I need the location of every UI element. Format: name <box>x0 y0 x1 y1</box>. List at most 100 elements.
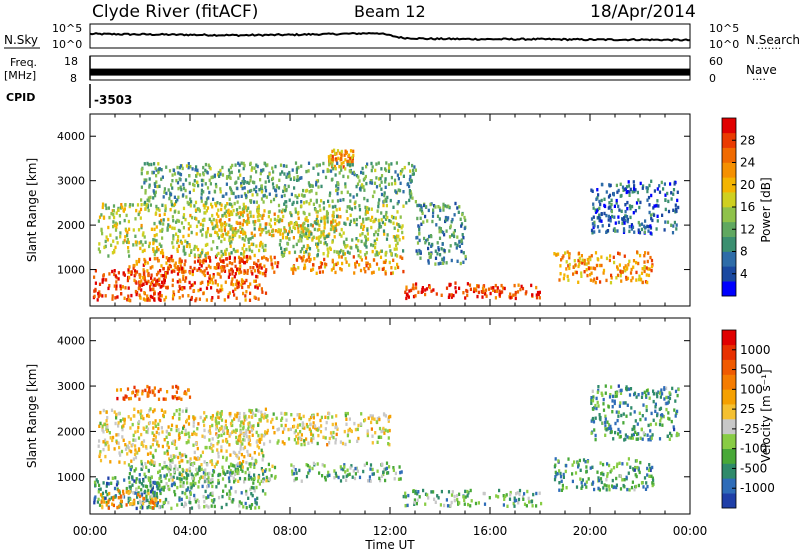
echo-cell <box>209 182 212 186</box>
echo-cell <box>168 196 171 201</box>
echo-cell <box>240 182 243 186</box>
echo-cell <box>114 274 117 278</box>
echo-cell <box>660 180 663 185</box>
echo-cell <box>140 500 143 504</box>
echo-cell <box>232 283 235 287</box>
echo-cell <box>111 251 114 255</box>
echo-cell <box>220 449 223 453</box>
echo-cell <box>318 204 321 208</box>
echo-cell <box>166 286 169 290</box>
echo-cell <box>153 252 156 257</box>
echo-cell <box>128 298 131 302</box>
echo-cell <box>388 219 391 223</box>
echo-cell <box>118 504 121 508</box>
echo-cell <box>174 454 177 459</box>
echo-cell <box>334 437 337 442</box>
echo-cell <box>184 501 187 505</box>
echo-cell <box>571 479 574 484</box>
echo-cell <box>318 270 322 274</box>
echo-cell <box>218 228 221 232</box>
echo-cell <box>146 161 149 166</box>
echo-cell <box>145 281 148 286</box>
echo-cell <box>249 443 252 447</box>
echo-cell <box>127 270 130 274</box>
echo-cell <box>166 226 169 230</box>
echo-cell <box>241 258 244 262</box>
echo-cell <box>225 257 228 261</box>
echo-cell <box>250 415 254 419</box>
echo-cell <box>620 279 623 283</box>
echo-cell <box>600 480 603 485</box>
echo-cell <box>194 500 197 504</box>
echo-cell <box>277 439 280 443</box>
echo-cell <box>159 387 162 392</box>
echo-cell <box>127 240 130 245</box>
echo-cell <box>652 389 655 393</box>
echo-cell <box>599 280 602 284</box>
echo-cell <box>233 293 236 297</box>
echo-cell <box>205 234 208 239</box>
echo-cell <box>144 240 147 244</box>
echo-cell <box>136 392 139 396</box>
echo-cell <box>630 267 633 272</box>
echo-cell <box>599 461 602 465</box>
power-y-tick-label: 4000 <box>57 130 85 143</box>
echo-cell <box>396 210 399 214</box>
echo-cell <box>192 415 195 420</box>
echo-cell <box>133 479 136 483</box>
echo-cell <box>248 181 251 185</box>
echo-cell <box>324 175 328 180</box>
echo-cell <box>188 244 191 249</box>
echo-cell <box>231 277 234 281</box>
echo-cell <box>290 463 293 467</box>
echo-cell <box>347 428 350 433</box>
echo-cell <box>123 296 126 300</box>
echo-cell <box>96 480 99 484</box>
echo-cell <box>113 486 117 491</box>
echo-cell <box>354 466 357 471</box>
echo-cell <box>268 439 272 444</box>
echo-cell <box>360 225 363 229</box>
echo-cell <box>594 208 597 212</box>
echo-cell <box>361 183 364 187</box>
echo-cell <box>353 220 356 224</box>
echo-cell <box>197 504 200 508</box>
echo-cell <box>185 409 188 413</box>
echo-cell <box>243 186 246 190</box>
echo-cell <box>298 236 302 240</box>
echo-cell <box>194 200 198 205</box>
echo-cell <box>235 435 238 440</box>
echo-cell <box>302 424 305 428</box>
echo-cell <box>293 250 297 254</box>
echo-cell <box>287 174 290 179</box>
echo-cell <box>676 198 679 203</box>
echo-cell <box>592 266 595 270</box>
echo-cell <box>299 423 302 427</box>
echo-cell <box>215 412 219 416</box>
echo-cell <box>561 256 564 260</box>
echo-cell <box>586 460 589 464</box>
echo-cell <box>169 208 172 212</box>
echo-cell <box>404 495 407 499</box>
echo-cell <box>651 476 654 480</box>
echo-cell <box>147 393 150 398</box>
echo-cell <box>178 472 181 477</box>
echo-cell <box>351 160 354 164</box>
echo-cell <box>167 425 170 429</box>
echo-cell <box>380 249 383 253</box>
echo-cell <box>325 234 328 238</box>
echo-cell <box>180 477 183 481</box>
echo-cell <box>669 431 672 436</box>
echo-cell <box>415 501 418 506</box>
echo-cell <box>123 478 126 482</box>
echo-cell <box>604 420 607 425</box>
echo-cell <box>261 469 264 473</box>
echo-cell <box>145 178 148 182</box>
echo-cell <box>182 426 185 430</box>
echo-cell <box>155 491 158 496</box>
echo-cell <box>598 229 601 233</box>
echo-cell <box>637 393 640 397</box>
echo-cell <box>108 491 111 496</box>
echo-cell <box>284 208 287 213</box>
echo-cell <box>326 254 329 258</box>
